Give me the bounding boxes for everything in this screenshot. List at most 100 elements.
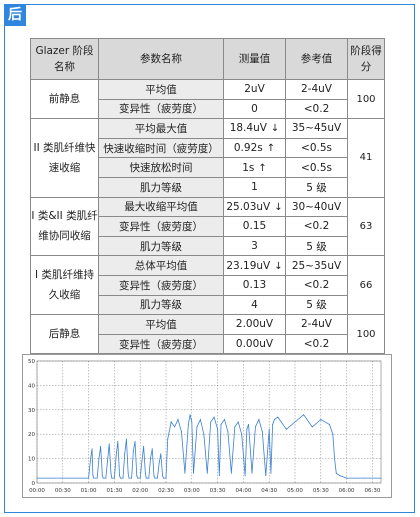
arrow-up-icon: ↑ xyxy=(266,143,276,155)
data-point xyxy=(335,472,337,474)
y-tick-label: 40 xyxy=(28,383,35,389)
x-tick-label: 00:00 xyxy=(29,488,45,494)
reference-cell: <0.2 xyxy=(285,216,348,237)
data-point xyxy=(93,477,95,479)
measured-cell: 0 xyxy=(223,98,286,120)
x-tick-label: 04:00 xyxy=(235,488,251,494)
data-point xyxy=(122,477,124,479)
parameter-cell: 肌力等级 xyxy=(98,176,224,198)
data-point xyxy=(218,475,220,477)
measured-cell: 2uV xyxy=(223,79,286,100)
stage-name-cell: 前静息 xyxy=(30,78,99,120)
data-point xyxy=(128,477,130,479)
data-point xyxy=(137,477,139,479)
data-point xyxy=(244,475,246,477)
table-row: 肌力等级 3 5 级 xyxy=(31,235,385,257)
stage-name-cell: I 类肌纤维持久收缩 xyxy=(30,255,99,316)
data-point xyxy=(153,475,155,477)
measured-cell: 0.13 xyxy=(223,274,286,296)
data-point xyxy=(151,448,153,450)
x-tick-label: 05:30 xyxy=(313,488,329,494)
x-tick-label: 05:00 xyxy=(287,488,303,494)
column-header-score: 阶段得分 xyxy=(347,38,385,80)
measured-value: 0.13 xyxy=(242,279,267,292)
parameter-cell: 快速收缩时间（疲劳度） xyxy=(98,137,224,159)
column-header-stage: Glazer 阶段名称 xyxy=(30,38,99,80)
data-point xyxy=(158,462,160,464)
parameter-cell: 变异性（疲劳度） xyxy=(98,98,224,120)
data-point xyxy=(165,477,167,479)
arrow-down-icon: ↓ xyxy=(274,260,283,272)
y-tick-label: 30 xyxy=(28,408,35,414)
data-point xyxy=(110,472,112,474)
arrow-down-icon: ↓ xyxy=(274,201,283,213)
data-point xyxy=(227,431,229,433)
data-point xyxy=(150,458,152,460)
reference-cell: 30~40uV xyxy=(285,196,348,218)
data-point xyxy=(134,441,136,443)
data-point xyxy=(139,477,141,479)
x-tick-label: 00:30 xyxy=(55,488,71,494)
plot-area xyxy=(36,360,382,484)
parameter-cell: 平均最大值 xyxy=(98,118,224,139)
x-tick-label: 03:00 xyxy=(184,488,200,494)
reference-cell: 2-4uV xyxy=(285,314,348,335)
stage-score-cell: 63 xyxy=(347,196,385,257)
data-point xyxy=(98,458,100,460)
table-row: 变异性（疲劳度） 0.13 <0.2 xyxy=(31,274,385,296)
data-point xyxy=(217,428,219,430)
data-point xyxy=(105,477,107,479)
measured-cell: 23.19uV ↓ xyxy=(223,255,286,276)
data-point xyxy=(199,419,201,421)
data-point xyxy=(131,477,133,479)
data-point xyxy=(320,419,322,421)
data-point xyxy=(101,475,103,477)
data-point xyxy=(268,428,270,430)
data-point xyxy=(117,441,119,443)
reference-cell: 5 级 xyxy=(285,294,348,316)
table-row: 变异性（疲劳度） 0 <0.2 xyxy=(31,98,385,120)
parameter-cell: 变异性（疲劳度） xyxy=(98,333,224,355)
y-tick-label: 20 xyxy=(28,432,35,438)
data-point xyxy=(210,421,212,423)
x-tick-label: 06:30 xyxy=(364,488,380,494)
reference-cell: <0.2 xyxy=(285,333,348,355)
data-point xyxy=(248,423,250,425)
stage-name-cell: II 类肌纤维快速收缩 xyxy=(30,118,99,198)
measured-value: 0.15 xyxy=(242,220,267,233)
measured-cell: 1s ↑ xyxy=(223,157,286,178)
data-point xyxy=(148,477,150,479)
data-point xyxy=(234,426,236,428)
stage-name-cell: I 类&II 类肌纤维协同收缩 xyxy=(30,196,99,257)
measured-cell: 18.4uV ↓ xyxy=(223,118,286,139)
data-point xyxy=(206,472,208,474)
x-tick-label: 02:00 xyxy=(132,488,148,494)
data-point xyxy=(213,416,215,418)
data-point xyxy=(154,477,156,479)
stage-score-cell: 100 xyxy=(347,78,385,120)
data-point xyxy=(136,475,138,477)
measured-value: 18.4uV xyxy=(229,122,267,135)
data-point xyxy=(145,477,147,479)
data-point xyxy=(187,423,189,425)
data-point xyxy=(144,472,146,474)
reference-cell: 2-4uV xyxy=(285,79,348,100)
data-point xyxy=(119,477,121,479)
y-tick-label: 10 xyxy=(28,457,35,463)
data-point xyxy=(285,428,287,430)
data-point xyxy=(184,472,186,474)
data-point xyxy=(111,477,113,479)
data-point xyxy=(91,448,93,450)
data-point xyxy=(115,455,117,457)
data-point xyxy=(62,477,64,479)
measured-value: 0 xyxy=(251,102,258,115)
table-row: I 类&II 类肌纤维协同收缩 最大收缩平均值 25.03uV ↓ 30~40uV 63 xyxy=(30,196,385,257)
data-point xyxy=(230,472,232,474)
parameter-cell: 变异性（疲劳度） xyxy=(98,216,224,237)
data-point xyxy=(191,421,193,423)
data-point xyxy=(119,475,121,477)
data-point xyxy=(223,419,225,421)
reference-cell: <0.5s xyxy=(285,137,348,159)
data-point xyxy=(36,477,38,479)
data-point xyxy=(363,477,365,479)
